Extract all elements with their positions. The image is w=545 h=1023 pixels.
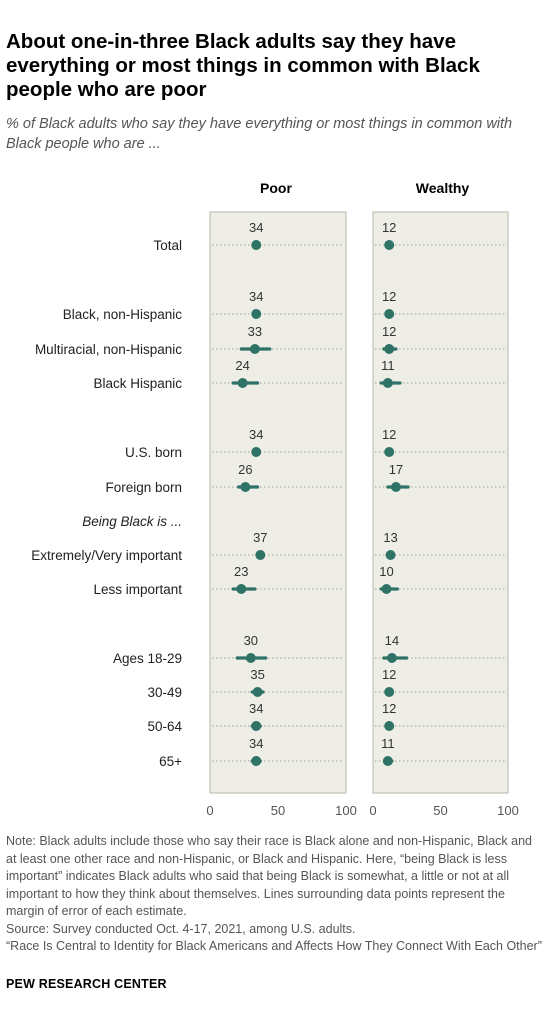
data-label: 34 <box>249 701 263 716</box>
row-label: 30-49 <box>147 685 182 700</box>
data-point <box>251 240 262 250</box>
data-point <box>251 756 262 766</box>
data-label: 34 <box>249 289 263 304</box>
data-label: 11 <box>381 736 395 751</box>
data-point <box>384 309 395 319</box>
tick-label: 0 <box>369 803 376 818</box>
data-label: 17 <box>389 462 403 477</box>
row-label: Ages 18-29 <box>113 651 182 666</box>
data-point <box>382 378 393 388</box>
data-point <box>385 550 396 560</box>
data-label: 34 <box>249 427 263 442</box>
data-label: 34 <box>249 736 263 751</box>
row-label: 65+ <box>159 754 182 769</box>
source-text: Source: Survey conducted Oct. 4-17, 2021… <box>6 921 356 936</box>
chart-title: About one-in-three Black adults say they… <box>6 30 480 101</box>
data-point <box>240 482 251 492</box>
data-point <box>384 240 395 250</box>
data-point <box>236 584 247 594</box>
data-label: 12 <box>382 701 396 716</box>
data-label: 35 <box>250 667 264 682</box>
tick-label: 0 <box>206 803 213 818</box>
row-label: Less important <box>93 582 182 597</box>
data-label: 12 <box>382 427 396 442</box>
data-label: 37 <box>253 530 267 545</box>
data-point <box>384 447 395 457</box>
data-point <box>245 653 256 663</box>
data-point <box>251 447 262 457</box>
row-label: Multiracial, non-Hispanic <box>35 342 182 357</box>
data-label: 33 <box>248 324 262 339</box>
data-point <box>390 482 401 492</box>
panel-header-poor: Poor <box>260 180 292 196</box>
row-label: Black Hispanic <box>93 376 182 391</box>
data-label: 26 <box>238 462 252 477</box>
row-label: Extremely/Very important <box>31 548 182 563</box>
data-point <box>384 344 395 354</box>
tick-label: 100 <box>335 803 357 818</box>
data-label: 11 <box>381 358 395 373</box>
data-point <box>381 584 392 594</box>
data-label: 12 <box>382 324 396 339</box>
data-label: 14 <box>385 633 399 648</box>
data-point <box>255 550 266 560</box>
tick-label: 50 <box>271 803 285 818</box>
data-label: 12 <box>382 667 396 682</box>
data-point <box>252 687 263 697</box>
panel-wealthy <box>372 211 509 794</box>
data-point <box>249 344 260 354</box>
chart-subtitle: % of Black adults who say they have ever… <box>6 116 513 152</box>
data-label: 24 <box>235 358 249 373</box>
data-label: 13 <box>383 530 397 545</box>
data-point <box>386 653 397 663</box>
data-point <box>384 721 395 731</box>
tick-label: 50 <box>433 803 447 818</box>
row-label: U.S. born <box>125 445 182 460</box>
report-title: “Race Is Central to Identity for Black A… <box>6 939 542 953</box>
panel-poor <box>209 211 347 794</box>
note-text: Note: Black adults include those who say… <box>6 834 532 918</box>
brand-logo-text: PEW RESEARCH CENTER <box>6 977 167 991</box>
row-label: Black, non-Hispanic <box>63 307 183 322</box>
row-label: 50-64 <box>147 719 182 734</box>
notes-block: Note: Black adults include those who say… <box>6 833 542 956</box>
row-label: Total <box>153 238 182 253</box>
tick-label: 100 <box>497 803 519 818</box>
section-header: Being Black is ... <box>82 514 182 529</box>
row-label: Foreign born <box>105 480 182 495</box>
data-point <box>382 756 393 766</box>
data-point <box>237 378 248 388</box>
panel-header-wealthy: Wealthy <box>416 180 470 196</box>
data-point <box>251 721 262 731</box>
data-point <box>384 687 395 697</box>
dot-plot: Poor 0 50 100 Wealthy 0 50 100 Being Black is ..… <box>31 180 519 818</box>
data-label: 23 <box>234 564 248 579</box>
data-label: 10 <box>379 564 393 579</box>
data-label: 12 <box>382 220 396 235</box>
data-label: 12 <box>382 289 396 304</box>
data-point <box>251 309 262 319</box>
data-label: 30 <box>244 633 258 648</box>
data-label: 34 <box>249 220 263 235</box>
